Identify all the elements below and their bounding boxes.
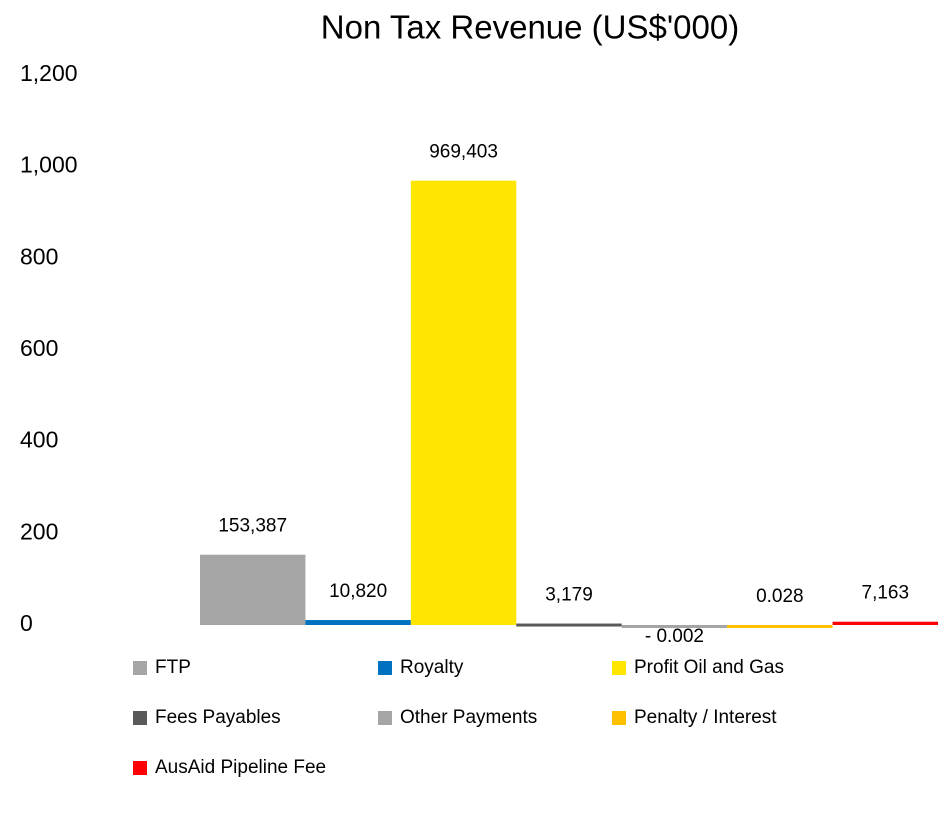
y-tick-label: 1,200 bbox=[20, 60, 78, 86]
legend-swatch bbox=[133, 761, 147, 775]
legend-label: AusAid Pipeline Fee bbox=[155, 757, 326, 778]
data-label: 7,163 bbox=[862, 583, 910, 604]
data-label: 0.028 bbox=[756, 586, 804, 607]
legend-swatch bbox=[612, 711, 626, 725]
legend-label: Profit Oil and Gas bbox=[634, 657, 784, 678]
legend-swatch bbox=[133, 661, 147, 675]
y-tick-label: 0 bbox=[20, 610, 33, 636]
y-tick-label: 800 bbox=[20, 243, 58, 269]
legend-swatch bbox=[612, 661, 626, 675]
data-label: - 0.002 bbox=[645, 626, 704, 647]
legend-label: Other Payments bbox=[400, 707, 537, 728]
legend-label: Penalty / Interest bbox=[634, 707, 777, 728]
y-tick-label: 600 bbox=[20, 335, 58, 361]
y-tick-label: 200 bbox=[20, 518, 58, 544]
data-label: 153,387 bbox=[218, 516, 287, 537]
chart-title: Non Tax Revenue (US$'000) bbox=[321, 9, 739, 46]
legend-swatch bbox=[378, 661, 392, 675]
y-tick-label: 400 bbox=[20, 427, 58, 453]
y-tick-label: 1,000 bbox=[20, 152, 78, 178]
bar bbox=[727, 624, 833, 628]
bar bbox=[410, 180, 517, 625]
bar bbox=[516, 623, 622, 627]
bar bbox=[305, 620, 411, 625]
legend-swatch bbox=[378, 711, 392, 725]
data-label: 10,820 bbox=[329, 581, 387, 602]
bar bbox=[621, 625, 728, 628]
legend-label: FTP bbox=[155, 657, 191, 678]
legend-swatch bbox=[133, 711, 147, 725]
data-label: 3,179 bbox=[545, 585, 593, 606]
data-label: 969,403 bbox=[429, 142, 498, 163]
bar bbox=[200, 554, 306, 625]
legend-label: Royalty bbox=[400, 657, 464, 678]
legend-label: Fees Payables bbox=[155, 707, 281, 728]
bar bbox=[832, 621, 938, 625]
